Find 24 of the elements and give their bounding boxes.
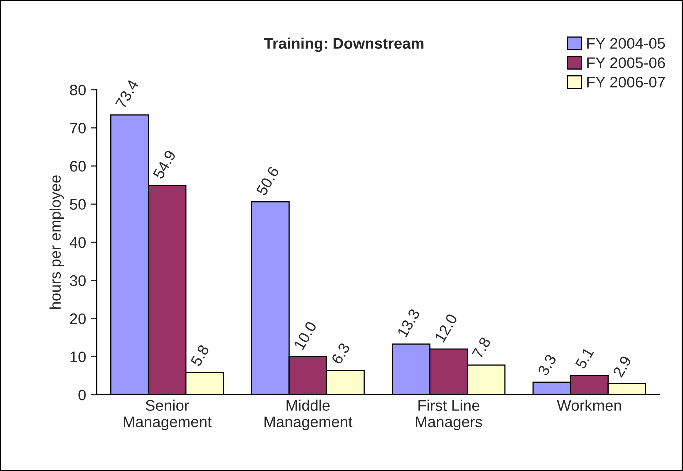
x-tick-label: Middle Management: [264, 400, 353, 431]
y-tick-label: 70: [70, 122, 86, 134]
data-label: 7.8: [472, 336, 492, 360]
y-tick-label: 80: [70, 84, 86, 96]
x-tick-label: Senior Management: [124, 400, 212, 431]
data-label: 5.8: [190, 344, 210, 368]
legend-label: FY 2004-05: [588, 38, 666, 50]
y-axis-title: hours per employee: [50, 176, 64, 309]
legend-label: FY 2005-06: [588, 58, 666, 68]
x-tick-label: Workmen: [557, 400, 622, 412]
y-tick-label: 10: [70, 352, 86, 363]
chart-title: Training: Downstream: [264, 38, 424, 52]
y-tick-label: 30: [70, 275, 86, 286]
y-tick-label: 60: [70, 161, 86, 172]
y-tick-label: 40: [70, 237, 86, 248]
data-label: 6.3: [331, 342, 351, 365]
y-tick-label: 20: [70, 314, 86, 324]
data-label: 2.9: [612, 355, 632, 378]
x-tick-label: First Line Managers: [416, 400, 482, 431]
y-tick-label: 0: [78, 390, 86, 401]
data-label: 5.1: [575, 347, 594, 370]
y-tick-label: 50: [70, 199, 86, 210]
data-label: 3.3: [538, 354, 557, 377]
legend-label: FY 2006-07: [588, 76, 666, 88]
